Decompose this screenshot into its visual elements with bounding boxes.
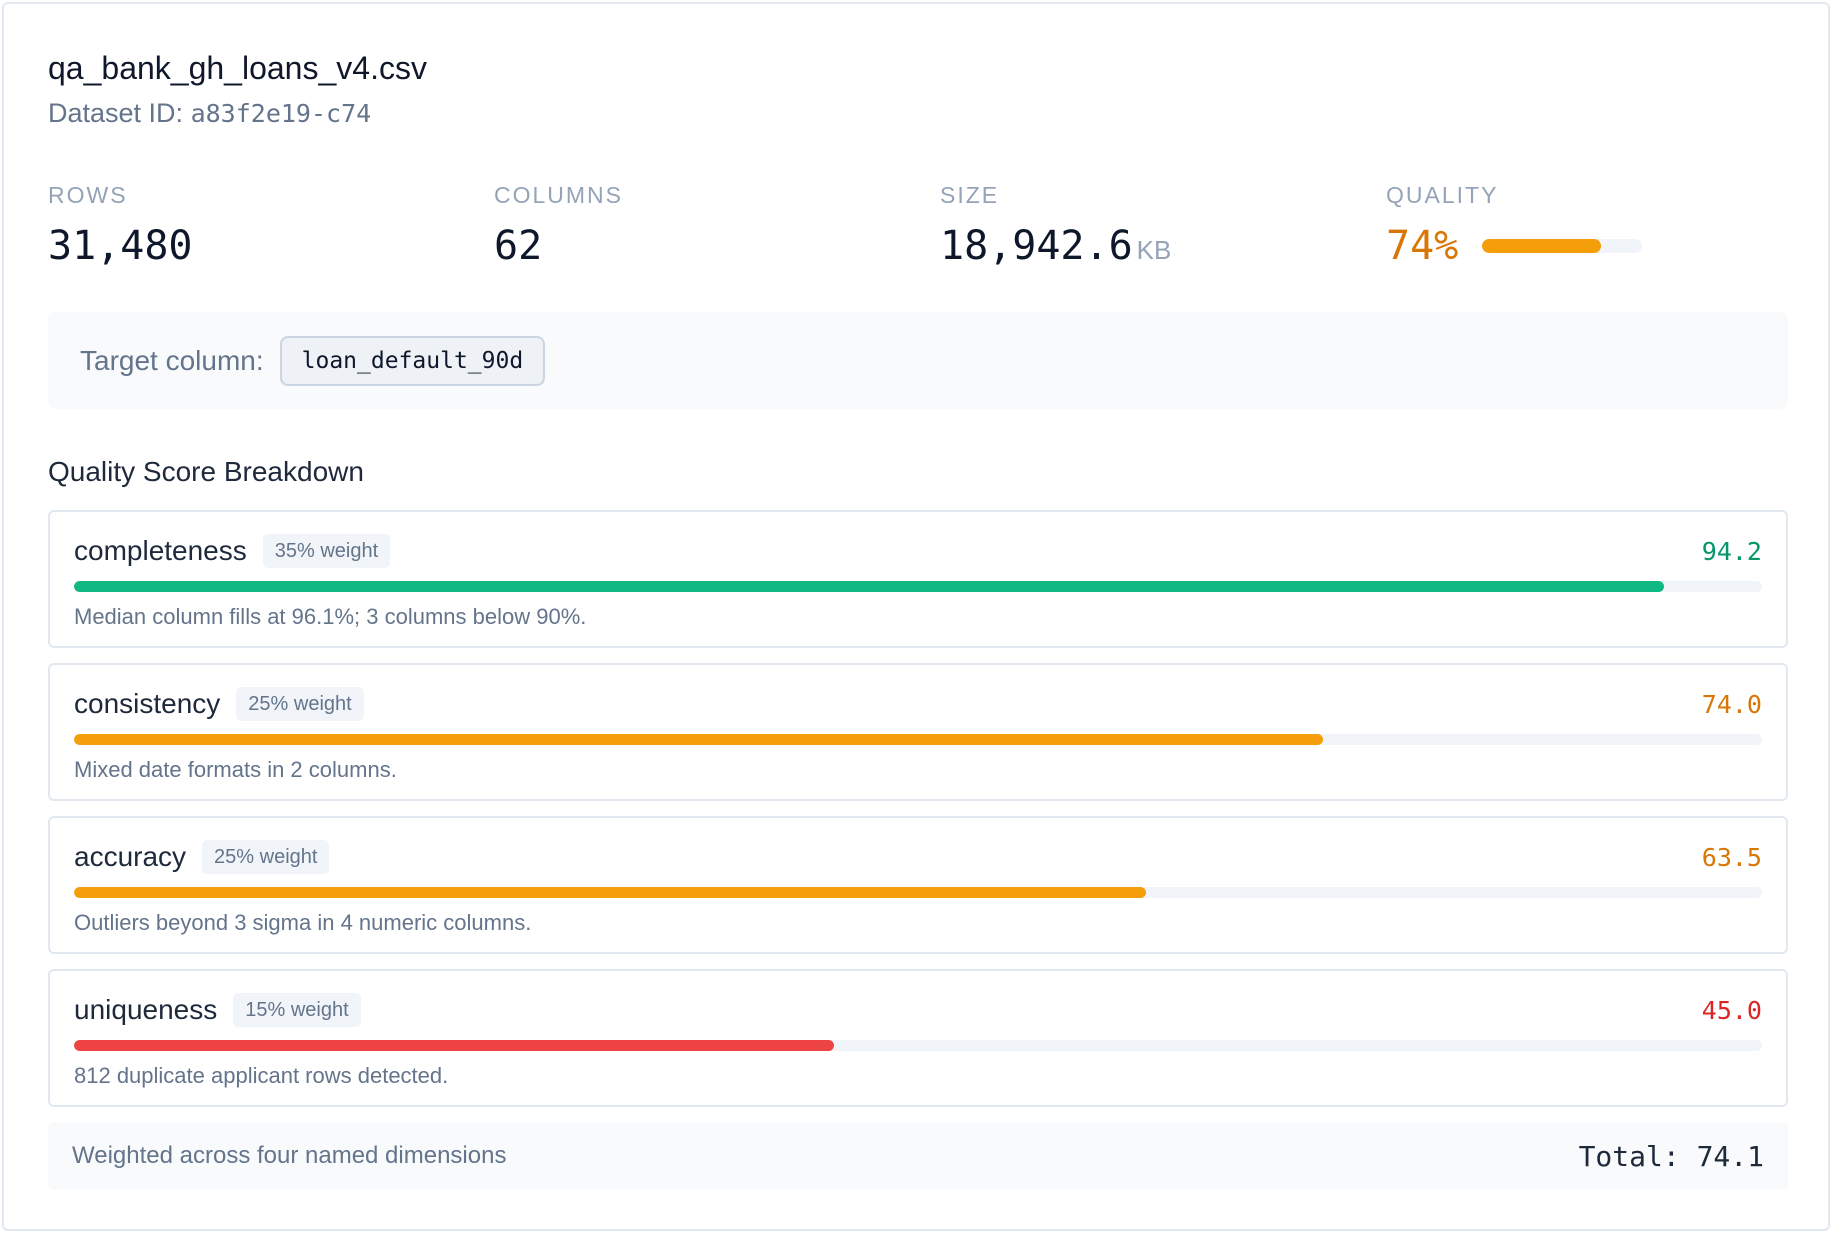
dimension-note: 812 duplicate applicant rows detected. xyxy=(74,1063,449,1088)
dimension-score: 94.2 xyxy=(1701,536,1762,566)
stat-columns-label: COLUMNS xyxy=(494,182,624,208)
dimension-weight-badge: 25% weight xyxy=(202,840,330,874)
dimension-progress-fill xyxy=(74,887,1146,898)
stat-size-value-row: 18,942.6 KB xyxy=(940,223,1171,269)
dimension-progress-track xyxy=(74,1040,1762,1051)
breakdown-footer: Weighted across four named dimensions To… xyxy=(48,1122,1788,1190)
target-column-label: Target column: xyxy=(80,344,264,376)
dataset-filename: qa_bank_gh_loans_v4.csv xyxy=(48,50,427,86)
dimension-progress-track xyxy=(74,734,1762,745)
dimension-score: 45.0 xyxy=(1701,995,1762,1025)
dimension-card-accuracy: accuracy 25% weight 63.5 Outliers beyond… xyxy=(48,816,1788,954)
stat-size-unit: KB xyxy=(1136,235,1172,265)
dimension-weight-badge: 15% weight xyxy=(233,993,361,1027)
dimension-header: uniqueness 15% weight 45.0 xyxy=(74,991,1762,1029)
dataset-id-label: Dataset ID: xyxy=(48,98,184,128)
dimension-progress-track xyxy=(74,887,1762,898)
dataset-id-line: Dataset ID: a83f2e19-c74 xyxy=(48,98,371,129)
dimension-progress-fill xyxy=(74,734,1324,745)
stat-rows-value: 31,480 xyxy=(48,223,193,269)
dataset-id-value: a83f2e19-c74 xyxy=(190,99,372,128)
stat-size: SIZE 18,942.6 KB xyxy=(940,182,1171,269)
quality-progress-fill xyxy=(1482,239,1601,253)
quality-row: 74% xyxy=(1386,223,1643,269)
dimension-note: Outliers beyond 3 sigma in 4 numeric col… xyxy=(74,910,532,935)
dimension-header: completeness 35% weight 94.2 xyxy=(74,532,1762,570)
dimension-header: accuracy 25% weight 63.5 xyxy=(74,838,1762,876)
stat-size-label: SIZE xyxy=(940,182,1000,208)
dimension-name: consistency xyxy=(74,688,221,719)
dimension-weight-badge: 25% weight xyxy=(236,687,364,721)
target-column-panel: Target column: loan_default_90d xyxy=(48,312,1788,409)
dimension-header: consistency 25% weight 74.0 xyxy=(74,685,1762,723)
dimension-card-uniqueness: uniqueness 15% weight 45.0 812 duplicate… xyxy=(48,969,1788,1107)
dimension-name: accuracy xyxy=(74,841,187,872)
stat-quality: QUALITY 74% xyxy=(1386,182,1643,269)
dimension-name: completeness xyxy=(74,535,247,566)
dimension-progress-fill xyxy=(74,1040,834,1051)
stat-quality-value: 74% xyxy=(1386,223,1459,269)
dimension-weight-badge: 35% weight xyxy=(262,534,391,568)
stat-rows: ROWS 31,480 xyxy=(48,182,193,269)
dimension-score: 74.0 xyxy=(1701,689,1762,719)
dimension-progress-fill xyxy=(74,581,1665,592)
quality-progress-track xyxy=(1482,239,1643,253)
stat-columns: COLUMNS 62 xyxy=(494,182,623,269)
dimension-progress-track xyxy=(74,581,1762,592)
dimension-note: Mixed date formats in 2 columns. xyxy=(74,757,397,782)
target-column-chip[interactable]: loan_default_90d xyxy=(279,335,546,386)
stat-rows-label: ROWS xyxy=(48,182,128,208)
dimension-name: uniqueness xyxy=(74,994,218,1025)
stat-size-value: 18,942.6 xyxy=(940,223,1133,269)
dimension-card-consistency: consistency 25% weight 74.0 Mixed date f… xyxy=(48,663,1788,801)
dimension-note: Median column fills at 96.1%; 3 columns … xyxy=(74,604,587,629)
stat-quality-label: QUALITY xyxy=(1386,182,1499,208)
breakdown-title: Quality Score Breakdown xyxy=(48,456,364,487)
stat-columns-value: 62 xyxy=(494,223,543,269)
dimension-card-completeness: completeness 35% weight 94.2 Median colu… xyxy=(48,510,1788,648)
dimension-score: 63.5 xyxy=(1701,842,1762,872)
footer-note: Weighted across four named dimensions xyxy=(72,1142,507,1169)
footer-total: Total: 74.1 xyxy=(1578,1139,1764,1173)
